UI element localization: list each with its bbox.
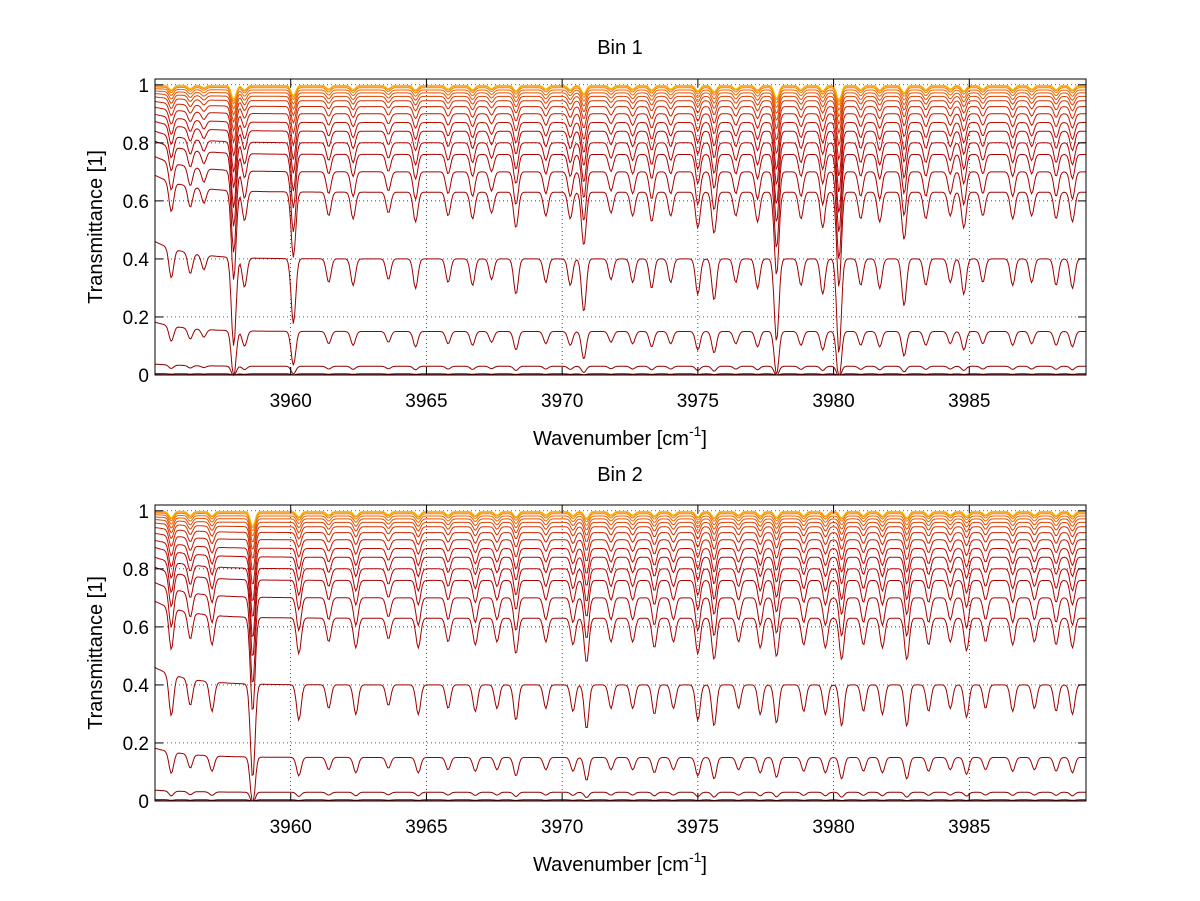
x-tick-label: 3980: [812, 817, 854, 838]
y-tick-label: 1: [138, 76, 149, 97]
x-tick-label: 3965: [405, 391, 447, 412]
series-line: [154, 130, 1086, 213]
x-axis-label-end: ]: [701, 428, 707, 450]
plot-area: [155, 505, 1086, 801]
series-line: [154, 747, 1086, 802]
x-tick-label: 3960: [270, 817, 312, 838]
x-axis-label-main: Wavenumber [cm: [533, 854, 689, 876]
series-line: [154, 522, 1086, 559]
series-line: [154, 789, 1086, 802]
series-line: [154, 96, 1086, 135]
series-line: [155, 86, 1086, 106]
series-line: [154, 539, 1086, 602]
series-line: [154, 93, 1086, 125]
axes-frame: [154, 78, 1087, 376]
x-tick-label: 3975: [677, 817, 719, 838]
x-tick-label: 3975: [677, 391, 719, 412]
series-line: [154, 106, 1086, 162]
y-tick-label: 0.4: [123, 250, 150, 271]
series-line: [154, 527, 1086, 571]
series-line: [154, 140, 1086, 232]
y-tick-label: 0: [138, 792, 149, 813]
series-line: [154, 113, 1086, 177]
chart-title: Bin 2: [597, 464, 643, 486]
series-line: [155, 510, 1086, 527]
y-tick-labels: 0 0.2 0.4 0.6 0.8 1: [123, 502, 150, 813]
series-line: [154, 156, 1086, 259]
series-line: [154, 556, 1086, 638]
subplot-bin-1: 3960 3965 3970 3975 3980 3985 00.20.40.60.81 …: [85, 37, 1087, 450]
series-line: [154, 241, 1086, 353]
y-tick-label: 0.6: [123, 192, 149, 213]
series-line: [155, 512, 1086, 532]
y-axis-label: Transmittance [1]: [85, 150, 107, 304]
x-tick-label: 3960: [270, 391, 312, 412]
y-tick-label: 0.2: [123, 734, 149, 755]
series-line: [154, 600, 1086, 711]
x-tick-label: 3980: [812, 391, 854, 412]
x-tick-labels: 3960 3965 3970 3975 3980 3985: [270, 817, 991, 838]
x-axis-label: Wavenumber [cm-1]: [533, 423, 707, 450]
x-tick-label: 3970: [541, 391, 583, 412]
plot-area: [155, 79, 1086, 375]
y-tick-label: 0.6: [123, 618, 149, 639]
y-axis-label: Transmittance [1]: [85, 576, 107, 730]
series-line: [154, 174, 1086, 287]
series-line: [154, 363, 1086, 376]
series-line: [154, 321, 1086, 377]
x-tick-labels: 3960 3965 3970 3975 3980 3985: [270, 391, 991, 412]
series-line: [154, 582, 1086, 683]
y-tick-labels: 0 0.2 0.4 0.6 0.8 1: [123, 76, 150, 387]
x-tick-label: 3985: [948, 391, 990, 412]
axes-frame: [154, 504, 1087, 802]
tick-marks: [155, 79, 1086, 376]
y-tick-label: 0.2: [123, 308, 149, 329]
series-line: [154, 667, 1086, 777]
series-line: [155, 85, 1086, 103]
series-line: [155, 90, 1086, 118]
series-line: [154, 88, 1086, 111]
y-tick-label: 0.8: [123, 560, 149, 581]
x-axis-label-main: Wavenumber [cm: [533, 428, 689, 450]
series-line: [154, 519, 1086, 550]
series-line: [154, 121, 1086, 193]
x-axis-label-sup: -1: [689, 423, 702, 439]
y-tick-label: 1: [138, 502, 149, 523]
x-axis-label-end: ]: [701, 854, 707, 876]
y-tick-label: 0.4: [123, 676, 150, 697]
series-line: [155, 373, 1086, 376]
chart-title: Bin 1: [597, 37, 643, 59]
series-line: [154, 101, 1086, 147]
series-line: [154, 532, 1086, 585]
series-line: [154, 514, 1086, 537]
x-axis-label-sup: -1: [689, 849, 702, 865]
y-tick-label: 0.8: [123, 134, 149, 155]
series-lines: [154, 84, 1086, 377]
tick-marks: [155, 505, 1086, 802]
y-tick-label: 0: [138, 366, 149, 387]
x-tick-label: 3970: [541, 817, 583, 838]
series-line: [155, 84, 1086, 101]
x-axis-label: Wavenumber [cm-1]: [533, 849, 707, 876]
series-line: [155, 799, 1086, 802]
series-line: [155, 511, 1086, 528]
series-line: [154, 566, 1086, 657]
series-line: [154, 547, 1086, 617]
series-line: [155, 516, 1086, 543]
x-tick-label: 3985: [948, 817, 990, 838]
subplot-bin-2: 3960 3965 3970 3975 3980 3985 00.20.40.60.81 …: [85, 464, 1087, 876]
x-tick-label: 3965: [405, 817, 447, 838]
